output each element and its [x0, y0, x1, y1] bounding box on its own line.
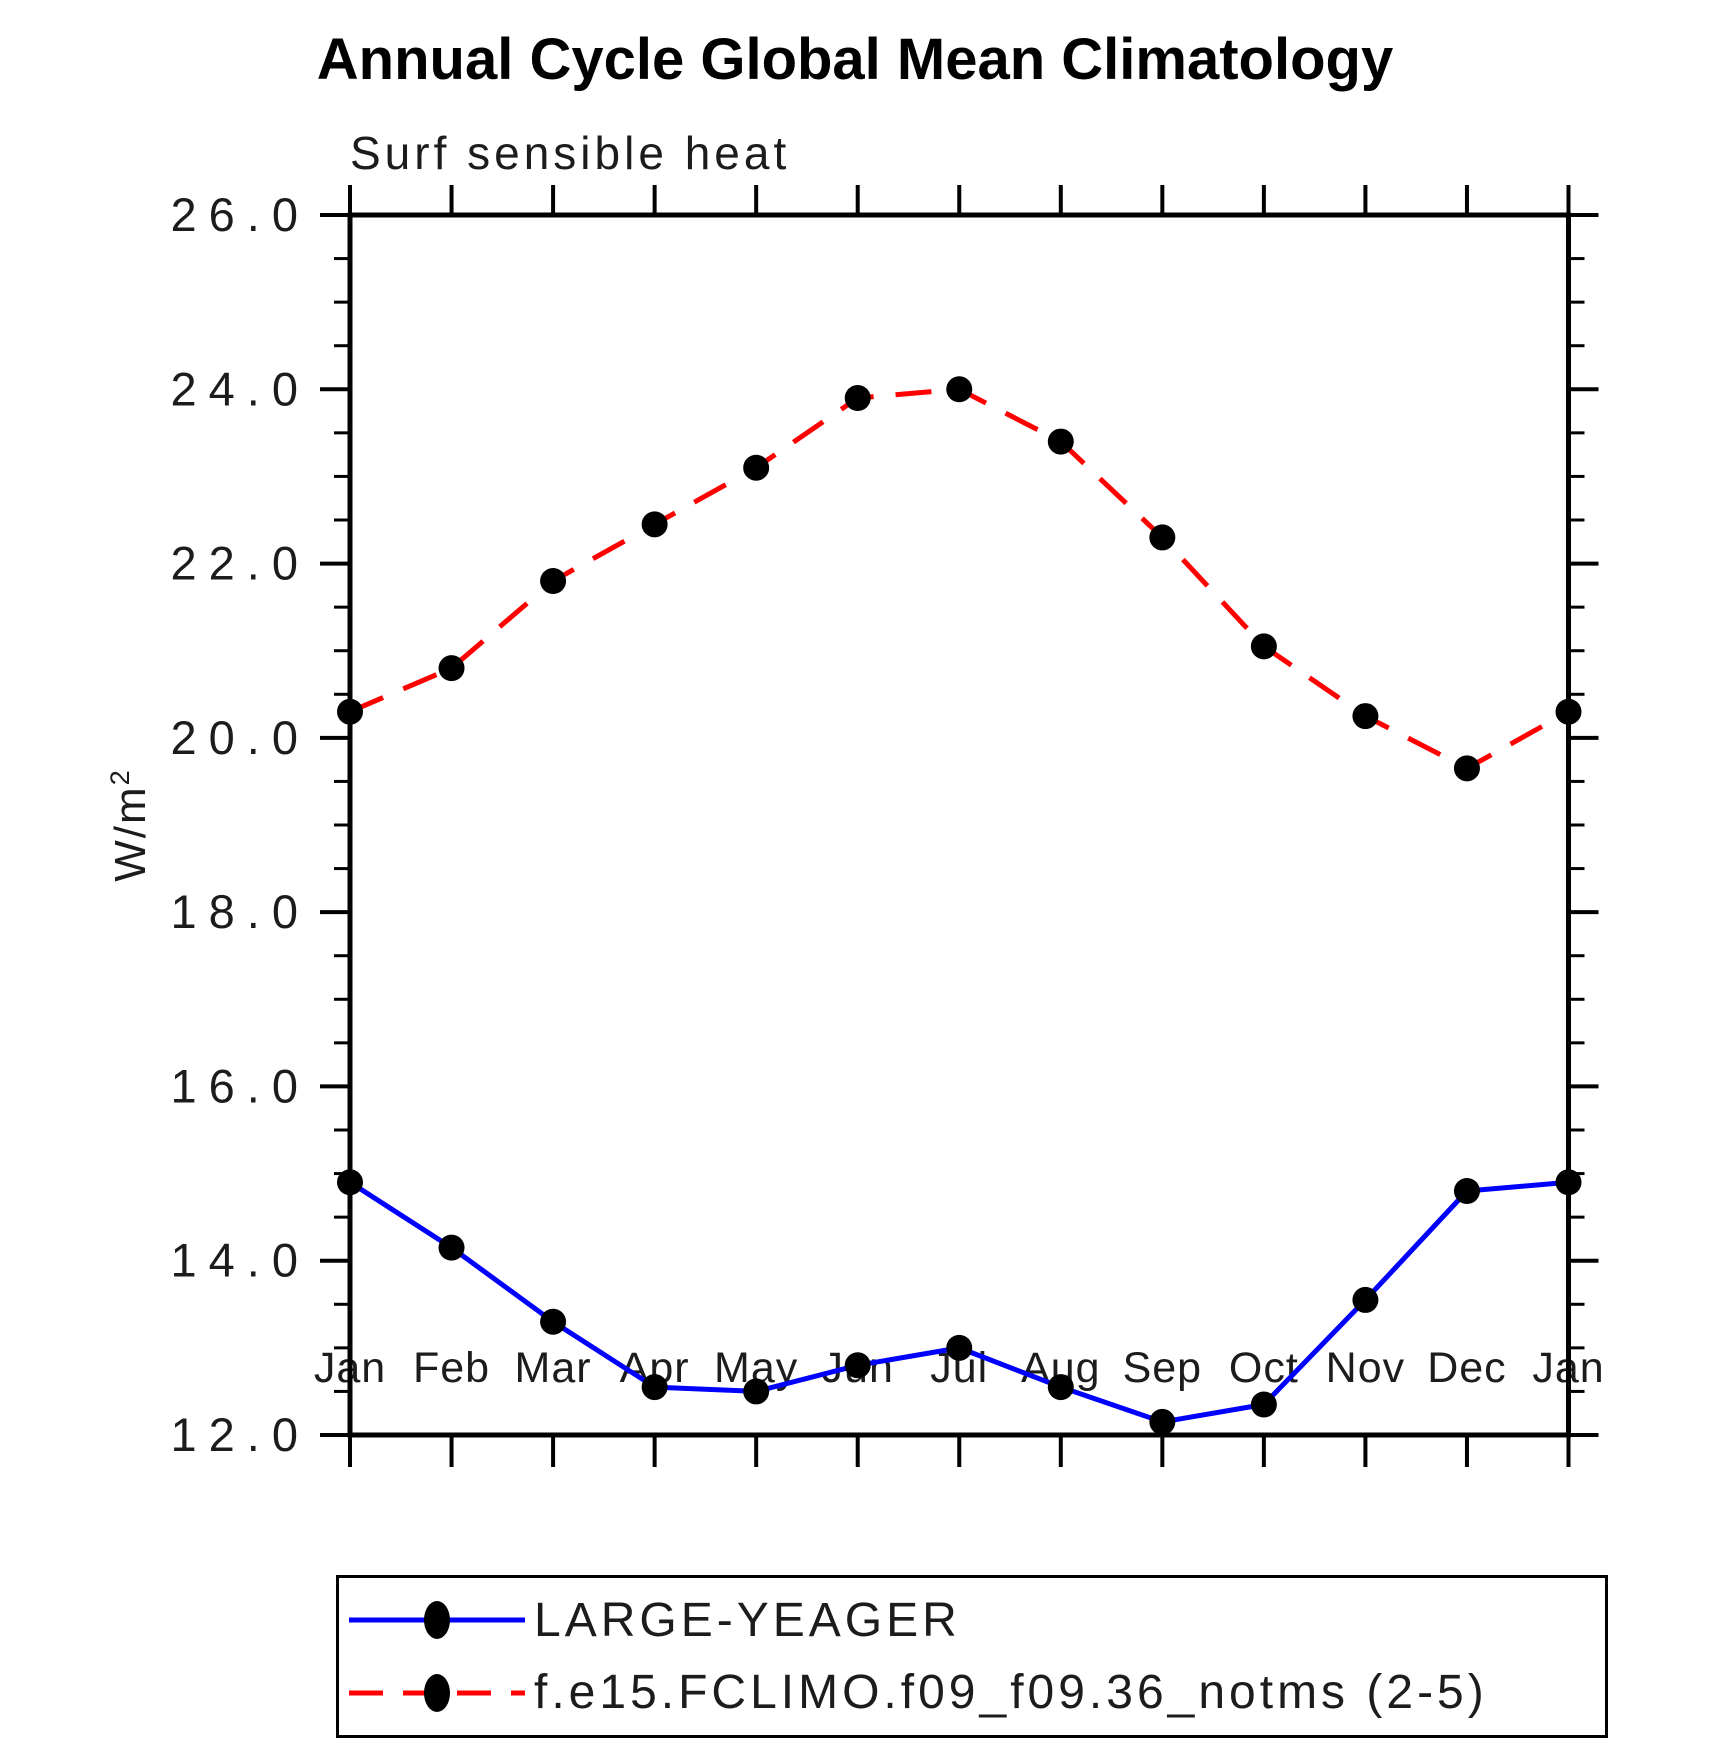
data-point-marker-large-yeager: [641, 1374, 668, 1401]
data-point-marker-large-yeager: [1352, 1286, 1379, 1313]
legend-entry-fclimo: f.e15.FCLIMO.f09_f09.36_notms (2-5): [345, 1659, 1605, 1726]
data-point-marker-fclimo: [641, 511, 668, 538]
legend-box: LARGE-YEAGER f.e15.FCLIMO.f09_f09.36_not…: [336, 1575, 1608, 1738]
y-axis-tick-label: 16.0: [171, 1059, 310, 1112]
legend-label-fclimo: f.e15.FCLIMO.f09_f09.36_notms (2-5): [534, 1666, 1488, 1720]
legend-label-large-yeager: LARGE-YEAGER: [534, 1593, 961, 1647]
data-point-marker-fclimo: [946, 376, 973, 403]
y-axis-tick-label: 14.0: [171, 1234, 310, 1287]
y-axis-tick-label: 18.0: [171, 885, 310, 938]
data-point-marker-large-yeager: [946, 1334, 973, 1361]
y-axis-tick-label: 22.0: [171, 537, 310, 590]
data-point-marker-large-yeager: [337, 1169, 363, 1196]
legend-sample-fclimo: [349, 1673, 525, 1712]
series-line-fclimo: [349, 386, 1570, 771]
x-axis-month-label: Mar: [515, 1344, 592, 1392]
data-point-marker-large-yeager: [743, 1378, 770, 1405]
data-point-marker-fclimo: [1250, 633, 1277, 660]
data-point-marker-large-yeager: [1047, 1374, 1074, 1401]
x-axis-month-label: Dec: [1427, 1344, 1506, 1392]
legend-marker-dot: [424, 1673, 450, 1712]
data-point-marker-large-yeager: [1250, 1391, 1277, 1418]
y-axis-tick-label: 26.0: [171, 188, 310, 241]
data-point-marker-fclimo: [1149, 524, 1176, 551]
data-point-marker-large-yeager: [844, 1352, 871, 1379]
data-point-marker-fclimo: [844, 385, 871, 411]
y-axis-tick-label: 24.0: [171, 362, 310, 415]
data-point-marker-large-yeager: [540, 1308, 567, 1335]
y-axis-tick-label: 20.0: [171, 711, 310, 764]
data-point-marker-fclimo: [540, 568, 567, 594]
data-point-marker-large-yeager: [1149, 1408, 1176, 1435]
x-axis-month-label: Feb: [413, 1344, 490, 1392]
data-point-marker-large-yeager: [1453, 1178, 1480, 1204]
data-point-marker-fclimo: [438, 655, 465, 682]
data-point-marker-fclimo: [1352, 703, 1379, 730]
chart-subtitle: Surf sensible heat: [350, 127, 791, 179]
data-point-marker-fclimo: [1047, 428, 1074, 455]
legend-marker-dot: [424, 1601, 450, 1640]
chart-title: Annual Cycle Global Mean Climatology: [316, 27, 1394, 92]
x-axis-month-label: Nov: [1326, 1344, 1405, 1392]
data-point-marker-large-yeager: [1555, 1169, 1582, 1196]
y-axis-tick-label: 12.0: [171, 1408, 310, 1461]
x-axis-month-label: Sep: [1123, 1344, 1203, 1392]
legend-sample-large-yeager: [349, 1601, 525, 1640]
plot-box: [347, 212, 1571, 1438]
legend-entry-large-yeager: LARGE-YEAGER: [345, 1587, 1605, 1654]
data-point-marker-fclimo: [1555, 698, 1582, 725]
x-axis-month-label: Oct: [1229, 1344, 1299, 1392]
data-point-marker-large-yeager: [438, 1234, 465, 1261]
data-point-marker-fclimo: [1453, 755, 1480, 782]
data-point-marker-fclimo: [337, 698, 363, 725]
data-point-marker-fclimo: [743, 454, 770, 481]
